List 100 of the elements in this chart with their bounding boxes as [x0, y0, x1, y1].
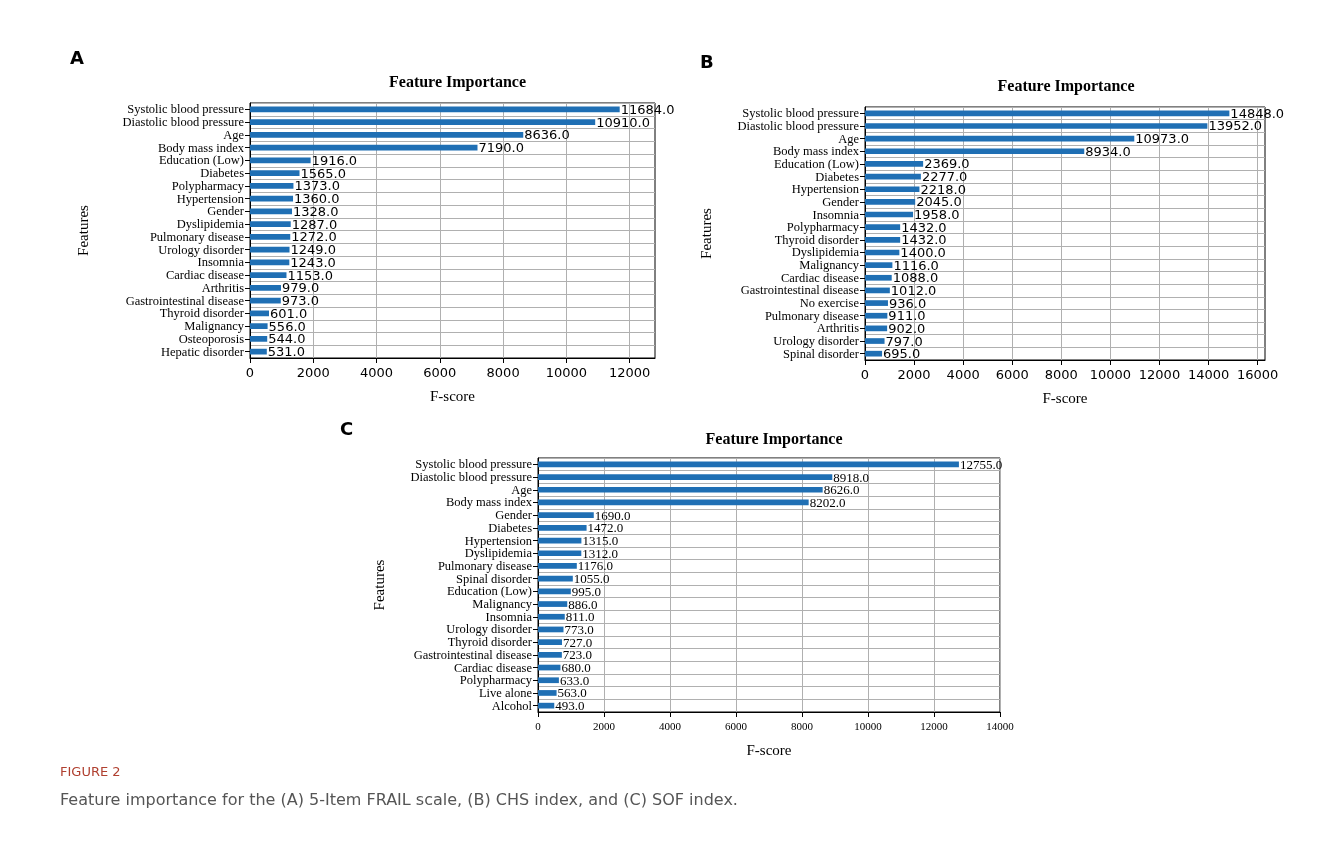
- bar: [538, 702, 555, 709]
- y-tick-label: Diabetes: [488, 520, 533, 535]
- y-tick-label: Dyslipidemia: [791, 245, 860, 260]
- x-tick-label: 2000: [593, 719, 616, 732]
- x-tick-label: 4000: [360, 365, 394, 380]
- x-tick-label: 14000: [986, 719, 1015, 732]
- y-tick-label: Diabetes: [200, 166, 245, 181]
- x-tick-label: 0: [245, 365, 255, 380]
- y-tick-label: Systolic blood pressure: [742, 106, 860, 121]
- bar: [250, 285, 281, 291]
- y-tick-label: Gastrointestinal disease: [740, 283, 860, 298]
- data-label: 2045.0: [916, 194, 962, 210]
- bar: [865, 110, 1230, 117]
- y-tick-label: Diastolic blood pressure: [410, 470, 533, 485]
- data-label: 8918.0: [833, 469, 870, 485]
- x-tick-label: 6000: [995, 367, 1029, 382]
- bar: [538, 486, 823, 493]
- bar: [865, 161, 924, 167]
- bar: [538, 474, 833, 480]
- data-label: 695.0: [883, 346, 921, 362]
- bar: [865, 350, 883, 357]
- y-tick-label: Malignancy: [472, 597, 533, 612]
- y-tick-label: Education (Low): [446, 584, 532, 599]
- bar: [538, 512, 594, 519]
- x-axis-title: F-score: [430, 387, 476, 404]
- data-label: 727.0: [562, 634, 593, 650]
- y-tick-label: Polypharmacy: [171, 178, 245, 193]
- bar: [538, 651, 562, 658]
- bar: [538, 588, 571, 595]
- bar: [538, 524, 587, 531]
- y-tick-label: Dyslipidemia: [176, 217, 245, 232]
- data-label: 2369.0: [924, 156, 970, 172]
- data-label: 1373.0: [294, 178, 340, 194]
- x-tick-label: 14000: [1187, 367, 1230, 382]
- y-tick-label: Polypharmacy: [459, 673, 533, 688]
- bar: [538, 461, 959, 468]
- y-tick-label: Pulmonary disease: [764, 308, 860, 323]
- y-tick-label: Age: [838, 131, 860, 146]
- bar: [250, 183, 294, 189]
- bar: [538, 677, 559, 684]
- y-tick-label: Diabetes: [815, 169, 860, 184]
- y-tick-label: Age: [223, 127, 245, 142]
- x-tick-label: 4000: [946, 367, 980, 382]
- data-label: 1565.0: [300, 165, 347, 181]
- data-label: 1472.0: [587, 520, 624, 536]
- y-tick-label: Dyslipidemia: [464, 546, 533, 561]
- bar: [865, 148, 1085, 155]
- data-label: 10910.0: [596, 114, 650, 130]
- x-tick-label: 8000: [486, 365, 520, 380]
- data-label: 936.0: [888, 295, 927, 311]
- x-tick-label: 2000: [296, 365, 330, 380]
- data-label: 8934.0: [1085, 143, 1131, 159]
- bar: [250, 323, 268, 329]
- data-label: 14848.0: [1230, 105, 1285, 121]
- chart-title: Feature Importance: [997, 76, 1135, 95]
- y-tick-label: Malignancy: [184, 319, 245, 334]
- data-label: 11684.0: [620, 101, 675, 117]
- data-label: 556.0: [268, 318, 306, 334]
- y-tick-label: Arthritis: [816, 321, 860, 336]
- y-axis-title: Features: [74, 204, 91, 256]
- bar: [538, 575, 573, 582]
- x-tick-label: 0: [535, 719, 542, 732]
- x-axis-title: F-score: [1042, 389, 1088, 406]
- x-tick-label: 10000: [545, 365, 588, 380]
- x-tick-label: 12000: [609, 365, 651, 380]
- bar: [865, 312, 888, 319]
- bar: [250, 272, 287, 278]
- data-label: 7190.0: [478, 140, 524, 156]
- y-tick-label: Polypharmacy: [786, 220, 860, 235]
- y-tick-label: Systolic blood pressure: [415, 457, 533, 472]
- bar: [250, 221, 291, 227]
- data-label: 1176.0: [577, 558, 614, 574]
- x-tick-label: 16000: [1236, 367, 1279, 382]
- bar: [865, 199, 916, 205]
- bar: [865, 186, 920, 193]
- text: C: [340, 417, 354, 439]
- y-tick-label: Gender: [207, 204, 245, 219]
- x-axis-title: F-score: [746, 741, 792, 758]
- bar: [865, 262, 893, 268]
- x-tick-label: 10000: [854, 719, 883, 732]
- y-tick-label: Hypertension: [464, 533, 533, 548]
- y-tick-label: Systolic blood pressure: [127, 102, 245, 117]
- y-tick-label: Gender: [822, 194, 860, 209]
- bar: [538, 550, 582, 557]
- bar: [538, 601, 568, 607]
- x-tick-label: 12000: [1138, 367, 1181, 382]
- y-tick-label: Insomnia: [197, 255, 245, 270]
- y-tick-label: Arthritis: [201, 280, 245, 295]
- data-label: 1153.0: [287, 267, 333, 283]
- bar: [538, 613, 565, 620]
- bar: [250, 170, 300, 176]
- y-tick-label: Malignancy: [799, 258, 860, 273]
- x-tick-label: 4000: [659, 719, 682, 732]
- y-tick-label: Hypertension: [791, 182, 860, 197]
- y-tick-label: No exercise: [799, 296, 860, 311]
- bar: [865, 236, 901, 243]
- y-tick-label: Education (Low): [158, 153, 244, 168]
- bar: [250, 234, 291, 240]
- y-tick-label: Thyroid disorder: [159, 306, 245, 321]
- bar: [250, 132, 524, 138]
